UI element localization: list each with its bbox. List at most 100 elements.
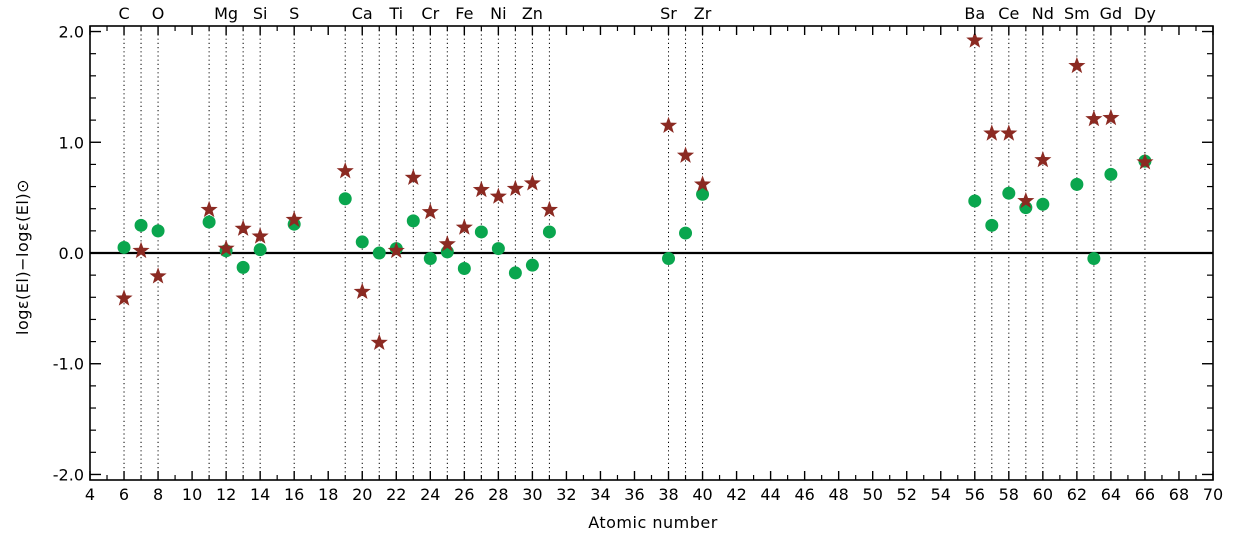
circle-marker-z20	[355, 235, 369, 249]
x-tick-label: 44	[760, 485, 780, 504]
star-marker-z60	[1034, 150, 1052, 168]
x-tick-label: 40	[692, 485, 712, 504]
x-tick-label: 66	[1135, 485, 1155, 504]
circle-marker-z27	[474, 225, 488, 239]
circle-marker-z57	[985, 218, 999, 232]
x-tick-label: 20	[352, 485, 372, 504]
x-tick-label: 34	[590, 485, 610, 504]
element-label-Zr: Zr	[694, 4, 712, 23]
x-tick-label: 50	[863, 485, 883, 504]
circle-marker-z14	[253, 243, 267, 257]
element-label-Dy: Dy	[1134, 4, 1156, 23]
star-marker-z25	[438, 235, 456, 252]
x-tick-label: 12	[216, 485, 236, 504]
circle-marker-z38	[662, 252, 676, 266]
circle-marker-z13	[236, 260, 250, 274]
star-marker-z19	[336, 162, 354, 179]
star-marker-z59	[1017, 191, 1035, 209]
star-marker-z8	[149, 267, 167, 284]
x-tick-label: 42	[726, 485, 746, 504]
x-tick-label: 54	[931, 485, 951, 504]
star-marker-z26	[455, 218, 473, 235]
x-tick-label: 38	[658, 485, 678, 504]
x-tick-label: 58	[999, 485, 1019, 504]
element-label-Ca: Ca	[352, 4, 373, 23]
circle-marker-z29	[508, 266, 522, 280]
x-tick-label: 60	[1033, 485, 1053, 504]
element-label-Nd: Nd	[1032, 4, 1054, 23]
x-tick-label: 46	[794, 485, 814, 504]
circle-marker-z23	[406, 214, 420, 228]
circle-marker-z19	[338, 192, 352, 206]
circle-marker-z28	[491, 242, 505, 256]
x-tick-label: 52	[897, 485, 917, 504]
element-label-C: C	[118, 4, 129, 23]
element-label-O: O	[152, 4, 165, 23]
y-tick-label: 2.0	[59, 23, 84, 42]
x-tick-label: 68	[1169, 485, 1189, 504]
y-axis-title: logε(El)−logε(El)⊙	[13, 179, 32, 335]
x-tick-label: 18	[318, 485, 338, 504]
star-marker-z38	[659, 116, 678, 133]
circle-marker-z60	[1036, 197, 1050, 211]
star-marker-z30	[523, 174, 541, 191]
star-marker-z39	[676, 146, 695, 163]
y-tick-label: 0.0	[59, 244, 84, 263]
x-tick-label: 30	[522, 485, 542, 504]
star-marker-z11	[200, 200, 218, 218]
x-tick-label: 56	[965, 485, 985, 504]
star-marker-z56	[966, 31, 984, 48]
axis-ticks: 4 6 8 10 12 14 16 18 20 22 24 26 28 30 32 34 36 38 40 42 44 4…	[53, 23, 1223, 504]
star-marker-z16	[285, 210, 303, 228]
circle-marker-z6	[117, 240, 131, 254]
star-marker-z7	[132, 241, 150, 259]
x-tick-label: 4	[85, 485, 95, 504]
circle-marker-z26	[457, 262, 471, 276]
star-marker-z23	[404, 168, 422, 185]
y-tick-label: -2.0	[53, 465, 84, 484]
x-tick-label: 16	[284, 485, 304, 504]
circle-marker-z31	[542, 225, 556, 239]
element-label-Cr: Cr	[421, 4, 439, 23]
element-labels: C O Mg Si S Ca Ti Cr Fe Ni Zn Sr Zr Ba Ce Nd Sm Gd Dy	[118, 4, 1155, 23]
element-label-Ce: Ce	[998, 4, 1019, 23]
element-label-Sr: Sr	[660, 4, 677, 23]
star-marker-z31	[540, 200, 558, 218]
x-tick-label: 10	[182, 485, 202, 504]
x-tick-label: 62	[1067, 485, 1087, 504]
circle-marker-z58	[1002, 186, 1016, 200]
star-marker-z29	[506, 179, 524, 197]
star-marker-z64	[1102, 108, 1120, 126]
element-label-S: S	[289, 4, 299, 23]
x-tick-label: 32	[556, 485, 576, 504]
star-marker-z21	[370, 333, 388, 350]
star-marker-z28	[489, 187, 507, 204]
x-tick-label: 28	[488, 485, 508, 504]
circle-marker-z39	[679, 226, 693, 240]
circle-marker-z8	[151, 224, 165, 238]
circle-marker-z40	[696, 187, 710, 201]
element-label-Gd: Gd	[1100, 4, 1123, 23]
x-tick-label: 6	[119, 485, 129, 504]
y-tick-label: 1.0	[59, 133, 84, 152]
x-tick-label: 22	[386, 485, 406, 504]
element-label-Fe: Fe	[455, 4, 473, 23]
x-tick-label: 64	[1101, 485, 1121, 504]
x-tick-label: 48	[828, 485, 848, 504]
element-label-Ni: Ni	[490, 4, 506, 23]
star-marker-z13	[234, 219, 252, 236]
x-tick-label: 24	[420, 485, 440, 504]
star-marker-z27	[472, 180, 490, 198]
circle-marker-z30	[525, 258, 539, 272]
star-marker-z62	[1068, 56, 1086, 74]
element-label-Ba: Ba	[964, 4, 985, 23]
star-marker-z12	[217, 239, 235, 256]
circle-marker-z7	[134, 218, 148, 232]
star-marker-z14	[251, 227, 269, 244]
circle-marker-z11	[202, 215, 216, 229]
x-tick-label: 8	[153, 485, 163, 504]
star-marker-z66	[1136, 153, 1154, 170]
x-tick-label: 36	[624, 485, 644, 504]
star-marker-z58	[1000, 124, 1018, 141]
